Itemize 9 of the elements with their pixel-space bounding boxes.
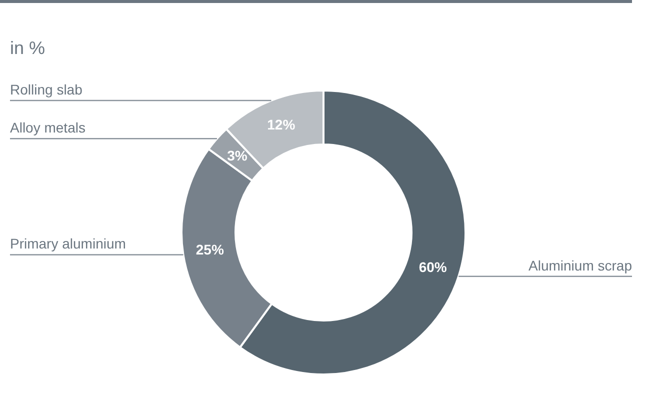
data-label: 25%: [196, 241, 224, 258]
slice-label: Primary aluminium: [10, 236, 126, 252]
slice-label: Rolling slab: [10, 81, 83, 98]
slice-label: Alloy metals: [10, 120, 86, 136]
slice-label: Aluminium scrap: [528, 257, 632, 274]
data-label: 3%: [227, 147, 248, 164]
chart-subtitle: in %: [10, 38, 46, 59]
data-label: 60%: [418, 259, 448, 276]
data-label: 12%: [267, 116, 296, 133]
